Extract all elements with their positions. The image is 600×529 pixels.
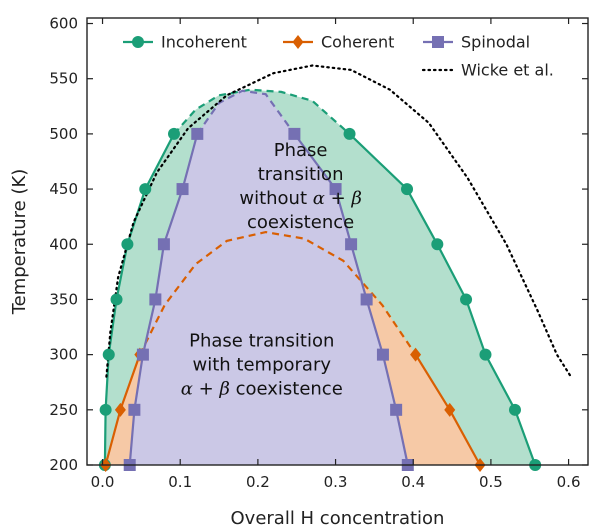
spinodal-point xyxy=(360,293,373,306)
region-annotation-line: Phase transition xyxy=(189,331,334,352)
legend: Incoherent Coherent Spinodal Wicke et al. xyxy=(123,33,554,80)
x-tick-label: 0.3 xyxy=(324,473,348,491)
y-tick-label: 250 xyxy=(49,401,78,419)
coherent-point xyxy=(114,402,126,417)
legend-label: Coherent xyxy=(321,33,394,52)
x-tick-label: 0.5 xyxy=(479,473,503,491)
region-annotation-line: Phase xyxy=(274,140,328,161)
spinodal-point xyxy=(345,238,358,251)
region-annotation-line: with temporary xyxy=(193,355,332,376)
legend-item-spinodal: Spinodal xyxy=(423,33,530,52)
x-tick-label: 0.6 xyxy=(557,473,581,491)
y-tick-label: 450 xyxy=(49,180,78,198)
x-tick-label: 0.0 xyxy=(91,473,115,491)
spinodal-point xyxy=(191,127,204,140)
spinodal-point xyxy=(136,348,149,361)
coherent-point xyxy=(444,402,456,417)
y-tick-label: 550 xyxy=(49,70,78,88)
legend-label: Incoherent xyxy=(161,33,247,52)
x-axis-title: Overall H concentration xyxy=(231,508,445,529)
region-annotation-line: without α + β xyxy=(239,188,361,209)
legend-item-incoherent: Incoherent xyxy=(123,33,247,52)
region-annotation-line: α + β coexistence xyxy=(181,379,343,400)
incoherent-point xyxy=(139,183,152,196)
legend-marker xyxy=(432,36,444,48)
incoherent-point xyxy=(401,183,414,196)
legend-label: Wicke et al. xyxy=(461,61,554,80)
plot-frame xyxy=(86,17,589,466)
incoherent-point xyxy=(99,403,112,416)
spinodal-dashed-cap xyxy=(196,89,296,135)
y-tick-label: 500 xyxy=(49,125,78,143)
y-tick-label: 200 xyxy=(49,456,78,474)
x-tick-label: 0.2 xyxy=(246,473,270,491)
legend-label: Spinodal xyxy=(461,33,530,52)
incoherent-point xyxy=(167,127,180,140)
x-tick-label: 0.4 xyxy=(401,473,425,491)
region-annotation-line: coexistence xyxy=(247,212,354,233)
y-tick-label: 350 xyxy=(49,290,78,308)
spinodal-point xyxy=(128,403,141,416)
legend-item-coherent: Coherent xyxy=(283,33,394,52)
region-annotations: Phase transition without α + β coexistence P… xyxy=(181,140,362,400)
spinodal-point xyxy=(157,238,170,251)
incoherent-point xyxy=(343,127,356,140)
y-tick-label: 600 xyxy=(49,15,78,33)
spinodal-region-fill xyxy=(129,90,408,466)
incoherent-point xyxy=(431,238,444,251)
incoherent-point xyxy=(508,403,521,416)
legend-marker xyxy=(132,36,144,48)
spinodal-point xyxy=(376,348,389,361)
axis-ticks: 0.0 0.1 0.2 0.3 0.4 0.5 0.6 200 250 300 350 400 450 5… xyxy=(49,15,588,491)
y-tick-label: 300 xyxy=(49,346,78,364)
x-tick-label: 0.1 xyxy=(168,473,192,491)
incoherent-point xyxy=(102,348,115,361)
coherent-point xyxy=(410,347,422,362)
coherent-dashed-cap xyxy=(138,230,417,356)
legend-marker xyxy=(292,35,304,49)
region-annotation-line: transition xyxy=(258,164,344,185)
spinodal-point xyxy=(329,183,342,196)
legend-item-wicke-et-al: Wicke et al. xyxy=(421,61,554,80)
y-tick-label: 400 xyxy=(49,235,78,253)
region-fills xyxy=(104,89,536,466)
incoherent-point xyxy=(121,238,134,251)
incoherent-point xyxy=(460,293,473,306)
spinodal-point xyxy=(149,293,162,306)
y-axis-title: Temperature (K) xyxy=(9,169,30,316)
spinodal-point xyxy=(390,403,403,416)
incoherent-point xyxy=(110,293,123,306)
spinodal-point xyxy=(176,183,189,196)
incoherent-point xyxy=(479,348,492,361)
spinodal-point xyxy=(288,127,301,140)
